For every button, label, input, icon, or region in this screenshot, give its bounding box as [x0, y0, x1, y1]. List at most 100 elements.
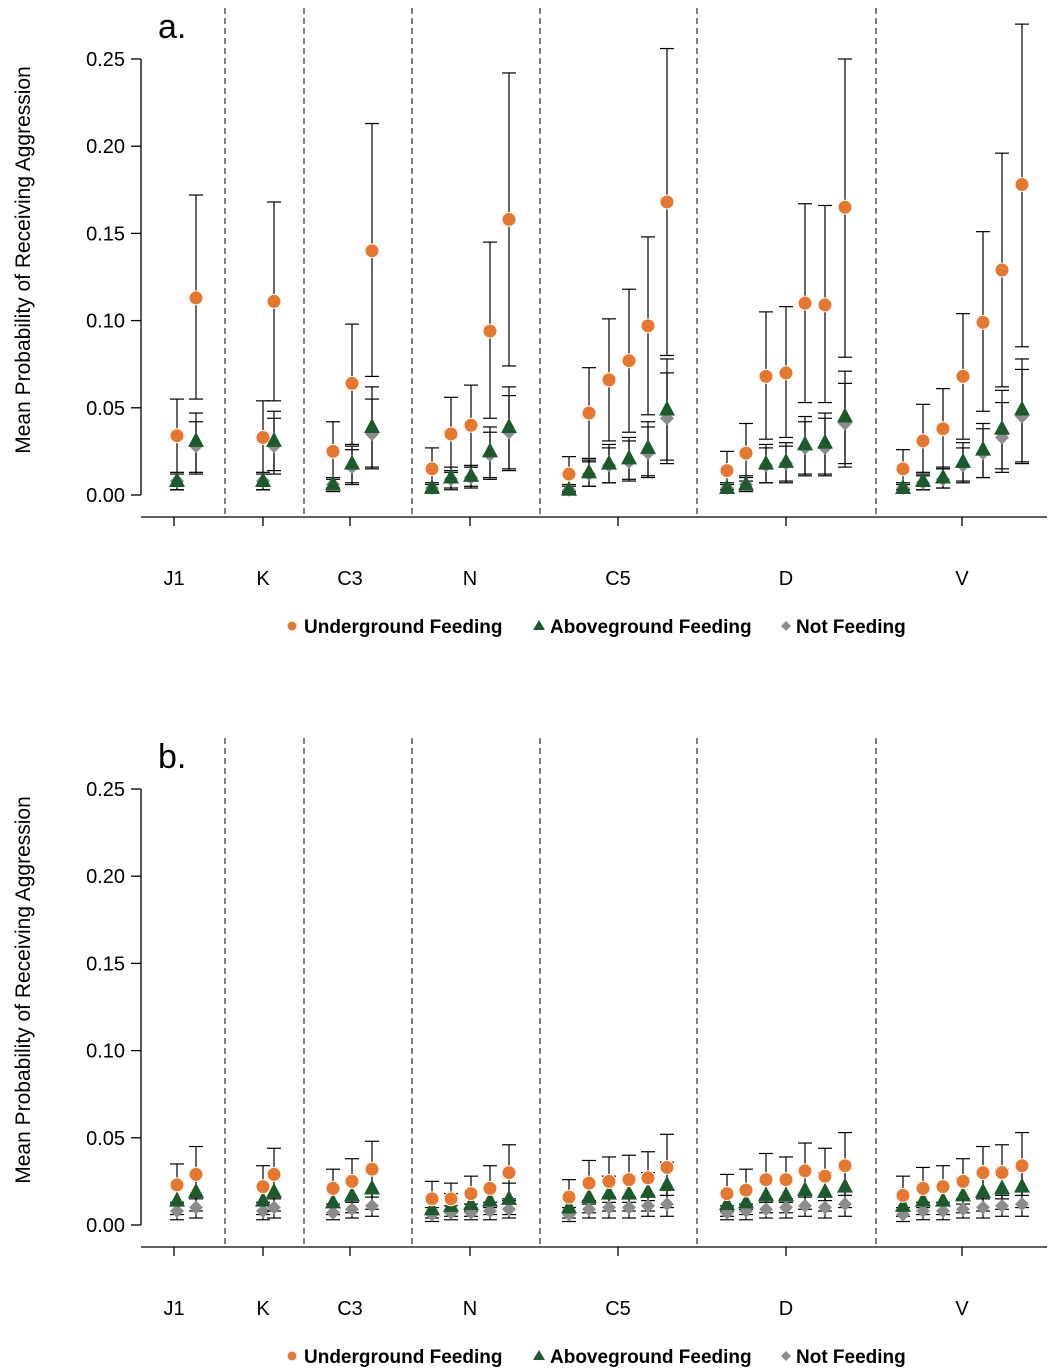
- data-point-group: [659, 1133, 675, 1217]
- data-point-group: [424, 1180, 440, 1223]
- not-feeding-marker: [622, 1200, 636, 1215]
- data-point-group: [817, 1147, 833, 1219]
- underground-marker: [895, 461, 911, 477]
- data-point-group: [975, 1145, 991, 1219]
- not-feeding-marker: [189, 1200, 203, 1215]
- data-point-group: [738, 1168, 754, 1221]
- not-feeding-marker: [798, 1198, 812, 1213]
- x-tick-label: V: [955, 568, 969, 590]
- aboveground-marker: [266, 431, 282, 447]
- data-point-group: [581, 367, 597, 487]
- data-point-group: [443, 396, 459, 491]
- aboveground-marker: [719, 1195, 735, 1211]
- aboveground-marker: [975, 1182, 991, 1198]
- y-tick-label: 0.25: [86, 779, 125, 801]
- aboveground-marker: [935, 1191, 951, 1207]
- y-tick-label: 0.05: [86, 1128, 125, 1150]
- underground-marker: [169, 1177, 185, 1193]
- aboveground-marker: [188, 1182, 204, 1198]
- legend-underground-icon: [287, 1351, 297, 1361]
- underground-marker: [659, 1159, 675, 1175]
- aboveground-marker: [778, 452, 794, 468]
- group-d: D: [719, 1131, 853, 1320]
- aboveground-marker: [797, 435, 813, 451]
- underground-marker: [659, 194, 675, 210]
- aboveground-marker: [817, 433, 833, 449]
- data-point-group: [817, 204, 833, 477]
- not-feeding-marker: [365, 1198, 379, 1213]
- data-point-group: [955, 313, 971, 484]
- aboveground-marker: [443, 468, 459, 484]
- underground-marker: [778, 1172, 794, 1188]
- underground-marker: [501, 211, 517, 227]
- chart-panel-a: 0.00 0.05 0.10 0.15 0.20 0.25 Mean Probability…: [12, 8, 1047, 638]
- aboveground-marker: [482, 1191, 498, 1207]
- x-tick-label: C3: [337, 1298, 363, 1320]
- underground-marker: [561, 466, 577, 482]
- data-point-group: [169, 1163, 185, 1221]
- underground-marker: [561, 1189, 577, 1205]
- not-feeding-marker: [502, 1202, 516, 1217]
- aboveground-marker: [482, 442, 498, 458]
- group-v: V: [895, 23, 1030, 590]
- aboveground-marker: [463, 466, 479, 482]
- legend-underground-label: Underground Feeding: [304, 617, 502, 638]
- legend-not-feeding-icon: [781, 1351, 791, 1361]
- legend-not-feeding-label: Not Feeding: [796, 617, 906, 638]
- not-feeding-marker: [818, 1200, 832, 1215]
- aboveground-marker: [994, 419, 1010, 435]
- underground-marker: [817, 297, 833, 313]
- group-d: D: [719, 58, 853, 590]
- aboveground-marker: [463, 1195, 479, 1211]
- legend-underground-label: Underground Feeding: [304, 1347, 502, 1368]
- underground-marker: [975, 1165, 991, 1181]
- not-feeding-marker: [838, 1197, 852, 1212]
- data-point-group: [482, 241, 498, 480]
- not-feeding-marker: [582, 1202, 596, 1217]
- underground-marker: [255, 429, 271, 445]
- underground-marker: [501, 1165, 517, 1181]
- underground-marker: [817, 1168, 833, 1184]
- data-point-group: [621, 1154, 637, 1219]
- y-tick-label: 0.15: [86, 953, 125, 975]
- y-tick-label: 0.10: [86, 1041, 125, 1063]
- aboveground-marker: [364, 1179, 380, 1195]
- aboveground-marker: [424, 1200, 440, 1216]
- underground-marker: [424, 461, 440, 477]
- aboveground-marker: [915, 1191, 931, 1207]
- y-tick-label: 0.00: [86, 485, 125, 507]
- aboveground-marker: [758, 454, 774, 470]
- panel-label: a.: [158, 8, 186, 46]
- aboveground-marker: [778, 1186, 794, 1202]
- data-point-group: [955, 1158, 971, 1219]
- aboveground-marker: [561, 1198, 577, 1214]
- data-point-group: [255, 1165, 271, 1221]
- aboveground-marker: [895, 479, 911, 495]
- data-point-group: [719, 1173, 735, 1221]
- data-point-group: [364, 122, 380, 470]
- underground-marker: [837, 1158, 853, 1174]
- x-tick-label: N: [463, 1298, 477, 1320]
- data-point-group: [915, 403, 931, 491]
- x-tick-label: V: [955, 1298, 969, 1320]
- aboveground-marker: [915, 472, 931, 488]
- not-feeding-marker: [995, 1198, 1009, 1213]
- data-point-group: [837, 1131, 853, 1217]
- aboveground-marker: [581, 463, 597, 479]
- data-point-group: [994, 152, 1010, 473]
- data-point-group: [915, 1166, 931, 1221]
- underground-marker: [344, 1173, 360, 1189]
- data-point-group: [364, 1140, 380, 1217]
- chart-panel-b: 0.00 0.05 0.10 0.15 0.20 0.25 Mean Probability…: [12, 738, 1047, 1368]
- data-point-group: [581, 1159, 597, 1219]
- underground-marker: [895, 1187, 911, 1203]
- y-tick-label: 0.25: [86, 49, 125, 71]
- not-feeding-marker: [759, 1202, 773, 1217]
- not-feeding-marker: [956, 1202, 970, 1217]
- data-point-group: [640, 1151, 656, 1217]
- y-tick-label: 0.20: [86, 866, 125, 888]
- aboveground-marker: [955, 1186, 971, 1202]
- underground-marker: [797, 295, 813, 311]
- aboveground-marker: [169, 1191, 185, 1207]
- x-tick-label: J1: [163, 568, 184, 590]
